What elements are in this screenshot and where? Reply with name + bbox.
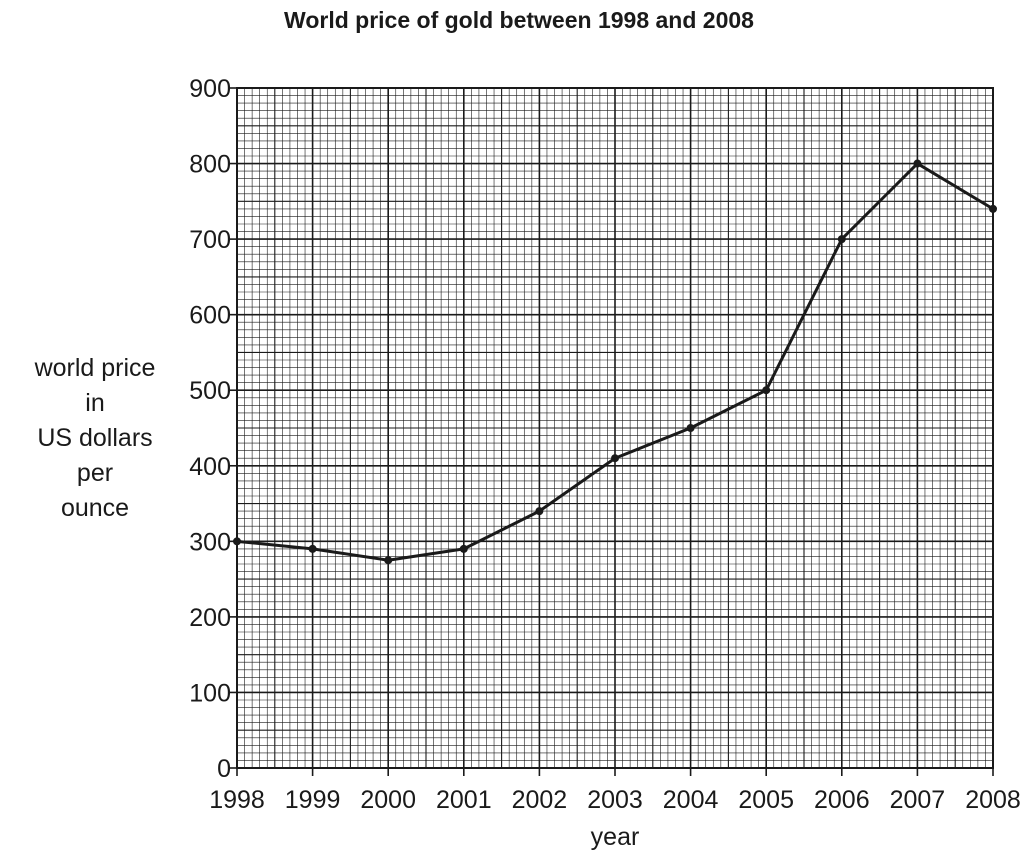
y-tick-label: 200 xyxy=(189,604,231,632)
y-tick-label: 900 xyxy=(189,75,231,103)
data-point xyxy=(686,424,695,432)
y-axis-label-line: US dollars xyxy=(37,424,152,452)
chart-title: World price of gold between 1998 and 200… xyxy=(284,7,754,33)
data-point xyxy=(611,454,619,463)
y-axis-label-line: world price xyxy=(34,354,156,382)
x-tick-label: 2007 xyxy=(890,786,946,814)
grid xyxy=(236,87,994,769)
x-axis-ticks: 1998 1999 2000 2001 2002 2003 2004 2005 2006 2007… xyxy=(209,768,1021,814)
y-tick-label: 0 xyxy=(217,755,231,783)
x-tick-label: 2004 xyxy=(663,786,719,814)
x-tick-label: 2006 xyxy=(814,786,870,814)
x-tick-label: 2000 xyxy=(360,786,416,814)
x-tick-label: 2001 xyxy=(436,786,492,814)
y-axis-ticks: 0 100 200 300 400 500 600 700 800 900 xyxy=(189,75,237,783)
y-axis-label-line: ounce xyxy=(61,494,129,522)
y-tick-label: 100 xyxy=(189,679,231,707)
y-axis-label-line: per xyxy=(77,459,113,487)
x-tick-label: 2005 xyxy=(738,786,794,814)
x-tick-label: 2008 xyxy=(965,786,1021,814)
data-point xyxy=(308,544,317,553)
data-point xyxy=(384,556,393,565)
y-tick-label: 400 xyxy=(189,453,231,481)
data-point xyxy=(535,507,544,516)
data-point xyxy=(762,386,771,395)
y-tick-label: 500 xyxy=(189,377,231,405)
data-point xyxy=(989,204,997,213)
data-point xyxy=(459,544,468,553)
y-tick-label: 800 xyxy=(189,151,231,179)
x-tick-label: 2002 xyxy=(512,786,568,814)
x-tick-label: 1998 xyxy=(209,786,265,814)
data-point xyxy=(837,235,846,244)
x-tick-label: 1999 xyxy=(285,786,341,814)
y-tick-label: 700 xyxy=(189,226,231,254)
y-tick-label: 300 xyxy=(189,528,231,556)
x-axis-label: year xyxy=(591,823,640,851)
y-axis-label: world price in US dollars per ounce xyxy=(34,354,156,522)
x-tick-label: 2003 xyxy=(587,786,643,814)
data-point xyxy=(913,159,922,168)
series-layer xyxy=(233,159,997,565)
y-tick-label: 600 xyxy=(189,302,231,330)
y-axis-label-line: in xyxy=(85,389,104,417)
